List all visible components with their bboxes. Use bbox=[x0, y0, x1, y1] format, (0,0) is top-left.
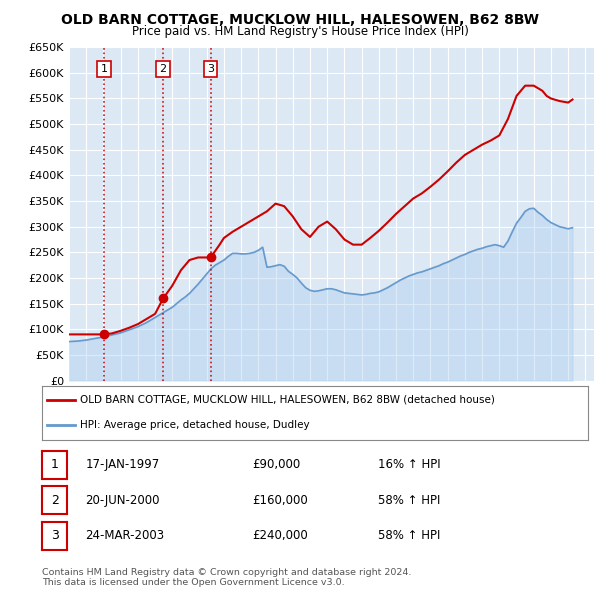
Text: 1: 1 bbox=[101, 64, 107, 74]
Text: 58% ↑ HPI: 58% ↑ HPI bbox=[378, 529, 440, 542]
Text: 58% ↑ HPI: 58% ↑ HPI bbox=[378, 494, 440, 507]
Text: Price paid vs. HM Land Registry's House Price Index (HPI): Price paid vs. HM Land Registry's House … bbox=[131, 25, 469, 38]
Text: Contains HM Land Registry data © Crown copyright and database right 2024.
This d: Contains HM Land Registry data © Crown c… bbox=[42, 568, 412, 587]
Text: 3: 3 bbox=[50, 529, 59, 542]
Text: OLD BARN COTTAGE, MUCKLOW HILL, HALESOWEN, B62 8BW (detached house): OLD BARN COTTAGE, MUCKLOW HILL, HALESOWE… bbox=[80, 395, 495, 405]
Text: 16% ↑ HPI: 16% ↑ HPI bbox=[378, 458, 440, 471]
Text: 3: 3 bbox=[207, 64, 214, 74]
Text: 1: 1 bbox=[50, 458, 59, 471]
Text: 2: 2 bbox=[50, 494, 59, 507]
Text: 24-MAR-2003: 24-MAR-2003 bbox=[85, 529, 164, 542]
Text: 20-JUN-2000: 20-JUN-2000 bbox=[85, 494, 160, 507]
Text: £90,000: £90,000 bbox=[252, 458, 300, 471]
Text: £240,000: £240,000 bbox=[252, 529, 308, 542]
Text: 17-JAN-1997: 17-JAN-1997 bbox=[85, 458, 160, 471]
Text: HPI: Average price, detached house, Dudley: HPI: Average price, detached house, Dudl… bbox=[80, 419, 310, 430]
Text: £160,000: £160,000 bbox=[252, 494, 308, 507]
Text: 2: 2 bbox=[160, 64, 167, 74]
Text: OLD BARN COTTAGE, MUCKLOW HILL, HALESOWEN, B62 8BW: OLD BARN COTTAGE, MUCKLOW HILL, HALESOWE… bbox=[61, 13, 539, 27]
